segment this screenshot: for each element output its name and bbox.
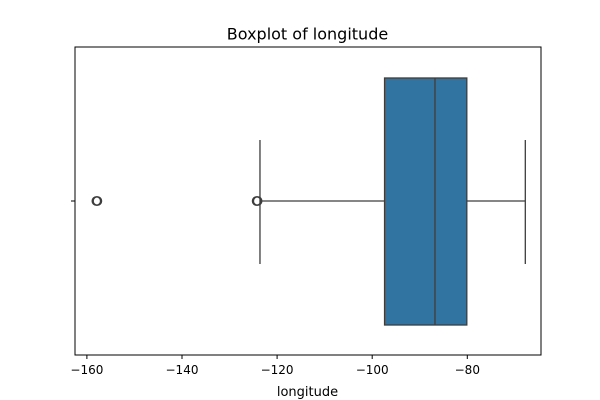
x-axis-ticks: −160 −140 −120 −100 −80 [70,200,480,377]
x-tick-label: −140 [166,363,199,377]
x-tick-label: −160 [70,363,103,377]
chart-title: Boxplot of longitude [227,25,388,44]
plot-area [74,46,542,356]
iqr-box [383,77,468,326]
outlier-point [91,196,102,206]
x-tick-label: −80 [455,363,480,377]
x-tick-label: −100 [356,363,389,377]
outlier-point [252,196,263,206]
x-axis-label: longitude [277,385,338,400]
x-tick-label: −120 [261,363,294,377]
